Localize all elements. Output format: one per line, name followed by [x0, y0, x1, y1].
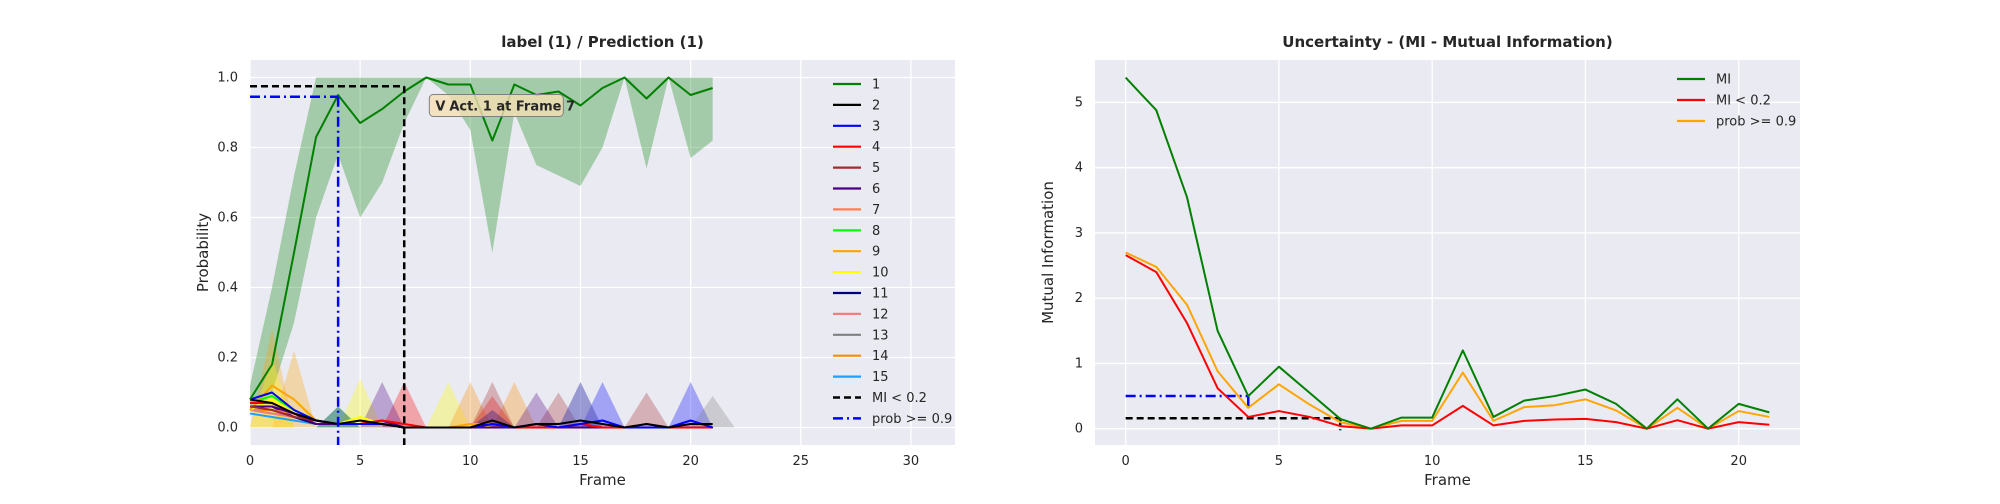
legend-label: 9	[872, 245, 880, 260]
legend-label: 5	[872, 161, 880, 176]
band-peak	[360, 382, 405, 428]
x-tick-labels: 0 5 10 15 20	[1122, 454, 1747, 469]
legend-label: 7	[872, 203, 880, 218]
band-peak	[470, 396, 515, 428]
band-peak	[426, 382, 471, 428]
band-peak	[492, 382, 537, 428]
band-peak	[382, 382, 427, 428]
y-tick-label: 2	[1075, 291, 1083, 306]
band-peak	[624, 392, 669, 428]
legend-label: 4	[872, 140, 880, 155]
x-tick-label: 0	[246, 454, 254, 469]
x-tick-label: 0	[1122, 454, 1130, 469]
y-tick-label: 0.0	[217, 421, 238, 436]
x-tick-label: 10	[1424, 454, 1441, 469]
legend-label: 15	[872, 370, 889, 385]
x-tick-label: 5	[1275, 454, 1283, 469]
legend-label: 2	[872, 98, 880, 113]
y-tick-label: 3	[1075, 226, 1083, 241]
chart-title: Uncertainty - (MI - Mutual Information)	[1282, 33, 1612, 51]
legend: MI MI < 0.2 prob >= 0.9	[1677, 73, 1796, 130]
series-line-prob >= 0.9	[1125, 251, 1770, 430]
series-lines	[249, 76, 713, 429]
band-peak	[558, 382, 603, 428]
x-tick-label: 30	[903, 454, 920, 469]
annotation-text: Act. 1 at Frame 7	[449, 100, 575, 115]
legend-label: prob >= 0.9	[1716, 115, 1796, 130]
legend-label: 13	[872, 328, 889, 343]
grid	[249, 60, 955, 445]
legend-label: 8	[872, 224, 880, 239]
x-tick-label: 20	[682, 454, 699, 469]
x-tick-label: 25	[793, 454, 810, 469]
annotation-box	[428, 94, 564, 117]
y-tick-label: 1.0	[217, 71, 238, 86]
y-tick-label: 0.4	[217, 281, 238, 296]
legend-label: MI	[1716, 73, 1731, 88]
series-line-MI	[1124, 76, 1770, 430]
annotation: V Act. 1 at Frame 7	[428, 94, 575, 117]
band-peak	[470, 382, 515, 428]
x-tick-label: 10	[462, 454, 479, 469]
legend-label: prob >= 0.9	[872, 412, 952, 427]
band-peak	[690, 396, 735, 428]
legend-label: 14	[872, 349, 889, 364]
y-tick-label: 4	[1075, 161, 1083, 176]
y-axis-label: Probability	[194, 213, 212, 292]
x-tick-label: 15	[572, 454, 589, 469]
y-tick-label: 0.8	[217, 141, 238, 156]
legend-label: 11	[872, 287, 889, 302]
band-peak	[668, 382, 713, 428]
x-axis-label: Frame	[579, 471, 626, 489]
y-tick-label: 5	[1075, 95, 1083, 110]
series-line-MI < 0.2	[1125, 254, 1770, 430]
x-tick-labels: 0 5 10 15 20 25 30	[246, 454, 919, 469]
band-peak	[536, 392, 581, 428]
legend-label: MI < 0.2	[872, 391, 927, 406]
legend-label: MI < 0.2	[1716, 94, 1771, 109]
band-peak	[558, 382, 603, 428]
y-tick-label: 0.6	[217, 211, 238, 226]
y-tick-label: 1	[1075, 356, 1083, 371]
band-peak	[580, 382, 625, 428]
series-line-2	[249, 398, 713, 429]
y-axis-label: Mutual Information	[1039, 181, 1057, 324]
legend-label: 1	[872, 78, 880, 93]
plot-background	[1095, 60, 1800, 445]
chart-probability: 0 5 10 15 20 25 30 0.00.20.40.60.81.0 label (1…	[194, 33, 955, 489]
x-tick-label: 20	[1730, 454, 1747, 469]
band-peak	[448, 382, 493, 428]
grid	[1095, 60, 1800, 445]
chart-title: label (1) / Prediction (1)	[501, 33, 704, 51]
chart-mutual-information: 0 5 10 15 20 0 1 2 3 4 5 Uncertainty - (MI - Mutu…	[1039, 33, 1800, 489]
band-1	[250, 77, 713, 410]
y-tick-labels: 0 1 2 3 4 5	[1075, 95, 1083, 436]
band-peak	[338, 378, 383, 428]
legend-label: 6	[872, 182, 880, 197]
legend-label: 10	[872, 266, 889, 281]
threshold-markers	[1125, 394, 1342, 431]
x-tick-label: 5	[356, 454, 364, 469]
x-axis-label: Frame	[1424, 471, 1471, 489]
y-tick-label: 0.2	[217, 351, 238, 366]
annotation-prefix: V	[435, 100, 445, 115]
series-lines	[1124, 76, 1770, 430]
legend-label: 12	[872, 307, 889, 322]
band-peak	[514, 392, 559, 428]
y-tick-labels: 0.0 0.2 0.4 0.6 0.8 1.0	[217, 71, 238, 436]
x-tick-label: 15	[1577, 454, 1594, 469]
threshold-markers	[250, 85, 406, 445]
y-tick-label: 0	[1075, 422, 1083, 437]
plot-background	[250, 60, 955, 445]
legend-label: 3	[872, 119, 880, 134]
